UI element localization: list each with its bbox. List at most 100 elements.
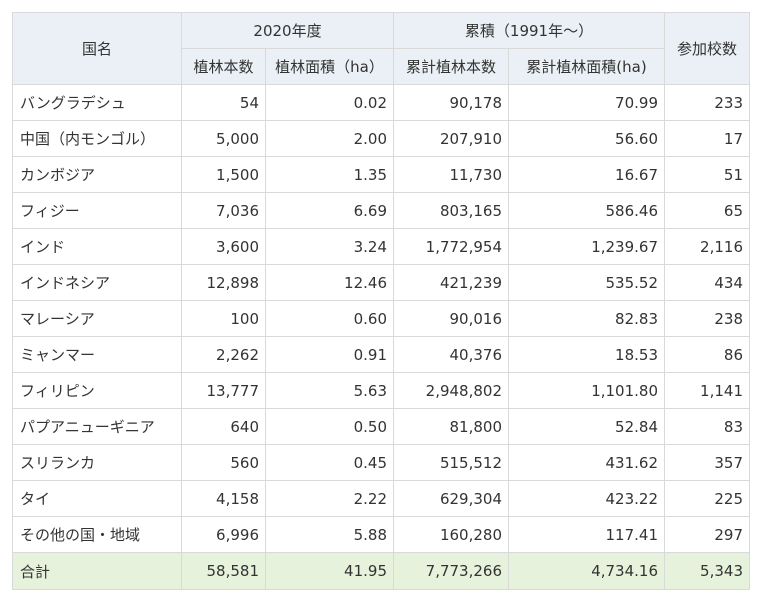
table-row: カンボジア 1,500 1.35 11,730 16.67 51 — [12, 156, 750, 193]
table-row: パプアニューギニア 640 0.50 81,800 52.84 83 — [12, 408, 750, 445]
country-cell: ミャンマー — [12, 336, 182, 373]
table-row: フィリピン 13,777 5.63 2,948,802 1,101.80 1,141 — [12, 372, 750, 409]
area-cell: 0.02 — [265, 84, 394, 121]
country-cell: その他の国・地域 — [12, 516, 182, 553]
schools-cell: 2,116 — [664, 228, 750, 265]
country-cell: 合計 — [12, 552, 182, 590]
schools-cell: 297 — [664, 516, 750, 553]
schools-cell: 86 — [664, 336, 750, 373]
country-cell: フィジー — [12, 192, 182, 229]
trees-cell: 5,000 — [181, 120, 266, 157]
trees-cell: 7,036 — [181, 192, 266, 229]
country-cell: フィリピン — [12, 372, 182, 409]
table-row: インド 3,600 3.24 1,772,954 1,239.67 2,116 — [12, 228, 750, 265]
area-cell: 1.35 — [265, 156, 394, 193]
cum-area-cell: 4,734.16 — [508, 552, 665, 590]
trees-cell: 560 — [181, 444, 266, 481]
cum-trees-cell: 90,016 — [393, 300, 509, 337]
table-row: バングラデシュ 54 0.02 90,178 70.99 233 — [12, 84, 750, 121]
area-cell: 3.24 — [265, 228, 394, 265]
table-row: スリランカ 560 0.45 515,512 431.62 357 — [12, 444, 750, 481]
header-country: 国名 — [12, 12, 182, 85]
table-row: タイ 4,158 2.22 629,304 423.22 225 — [12, 480, 750, 517]
area-cell: 2.00 — [265, 120, 394, 157]
cum-trees-cell: 90,178 — [393, 84, 509, 121]
schools-cell: 1,141 — [664, 372, 750, 409]
schools-cell: 83 — [664, 408, 750, 445]
cum-trees-cell: 803,165 — [393, 192, 509, 229]
country-cell: インドネシア — [12, 264, 182, 301]
cum-trees-cell: 421,239 — [393, 264, 509, 301]
header-cumulative: 累積（1991年～） — [393, 12, 665, 49]
trees-cell: 6,996 — [181, 516, 266, 553]
country-cell: タイ — [12, 480, 182, 517]
area-cell: 5.63 — [265, 372, 394, 409]
area-cell: 0.50 — [265, 408, 394, 445]
cum-trees-cell: 515,512 — [393, 444, 509, 481]
cum-area-cell: 586.46 — [508, 192, 665, 229]
country-cell: パプアニューギニア — [12, 408, 182, 445]
header-area: 植林面積（ha） — [265, 48, 394, 85]
area-cell: 12.46 — [265, 264, 394, 301]
cum-area-cell: 56.60 — [508, 120, 665, 157]
cum-trees-cell: 81,800 — [393, 408, 509, 445]
table-row: マレーシア 100 0.60 90,016 82.83 238 — [12, 300, 750, 337]
schools-cell: 17 — [664, 120, 750, 157]
country-cell: バングラデシュ — [12, 84, 182, 121]
cum-area-cell: 70.99 — [508, 84, 665, 121]
area-cell: 0.45 — [265, 444, 394, 481]
table-body: バングラデシュ 54 0.02 90,178 70.99 233 中国（内モンゴル） 5,00… — [12, 84, 750, 590]
table-row: ミャンマー 2,262 0.91 40,376 18.53 86 — [12, 336, 750, 373]
trees-cell: 54 — [181, 84, 266, 121]
cum-trees-cell: 629,304 — [393, 480, 509, 517]
area-cell: 2.22 — [265, 480, 394, 517]
cum-trees-cell: 40,376 — [393, 336, 509, 373]
table-row: その他の国・地域 6,996 5.88 160,280 117.41 297 — [12, 516, 750, 553]
area-cell: 5.88 — [265, 516, 394, 553]
cum-trees-cell: 1,772,954 — [393, 228, 509, 265]
schools-cell: 233 — [664, 84, 750, 121]
schools-cell: 65 — [664, 192, 750, 229]
trees-cell: 1,500 — [181, 156, 266, 193]
trees-cell: 640 — [181, 408, 266, 445]
schools-cell: 238 — [664, 300, 750, 337]
cum-trees-cell: 11,730 — [393, 156, 509, 193]
table-row: フィジー 7,036 6.69 803,165 586.46 65 — [12, 192, 750, 229]
header-cum-area: 累計植林面積(ha) — [508, 48, 665, 85]
cum-area-cell: 52.84 — [508, 408, 665, 445]
trees-cell: 58,581 — [181, 552, 266, 590]
area-cell: 0.91 — [265, 336, 394, 373]
area-cell: 6.69 — [265, 192, 394, 229]
total-row: 合計 58,581 41.95 7,773,266 4,734.16 5,343 — [12, 552, 750, 590]
country-cell: マレーシア — [12, 300, 182, 337]
cum-area-cell: 82.83 — [508, 300, 665, 337]
trees-cell: 3,600 — [181, 228, 266, 265]
country-cell: 中国（内モンゴル） — [12, 120, 182, 157]
table-row: インドネシア 12,898 12.46 421,239 535.52 434 — [12, 264, 750, 301]
trees-cell: 100 — [181, 300, 266, 337]
cum-area-cell: 1,101.80 — [508, 372, 665, 409]
table-row: 中国（内モンゴル） 5,000 2.00 207,910 56.60 17 — [12, 120, 750, 157]
cum-trees-cell: 207,910 — [393, 120, 509, 157]
area-cell: 0.60 — [265, 300, 394, 337]
schools-cell: 5,343 — [664, 552, 750, 590]
schools-cell: 51 — [664, 156, 750, 193]
cum-trees-cell: 160,280 — [393, 516, 509, 553]
cum-area-cell: 16.67 — [508, 156, 665, 193]
trees-cell: 13,777 — [181, 372, 266, 409]
cum-trees-cell: 2,948,802 — [393, 372, 509, 409]
trees-cell: 12,898 — [181, 264, 266, 301]
trees-cell: 2,262 — [181, 336, 266, 373]
trees-cell: 4,158 — [181, 480, 266, 517]
country-cell: インド — [12, 228, 182, 265]
cum-area-cell: 535.52 — [508, 264, 665, 301]
cum-trees-cell: 7,773,266 — [393, 552, 509, 590]
header-schools: 参加校数 — [664, 12, 750, 85]
cum-area-cell: 423.22 — [508, 480, 665, 517]
cum-area-cell: 117.41 — [508, 516, 665, 553]
cum-area-cell: 431.62 — [508, 444, 665, 481]
cum-area-cell: 18.53 — [508, 336, 665, 373]
schools-cell: 357 — [664, 444, 750, 481]
header-cum-trees: 累計植林本数 — [393, 48, 509, 85]
country-cell: スリランカ — [12, 444, 182, 481]
